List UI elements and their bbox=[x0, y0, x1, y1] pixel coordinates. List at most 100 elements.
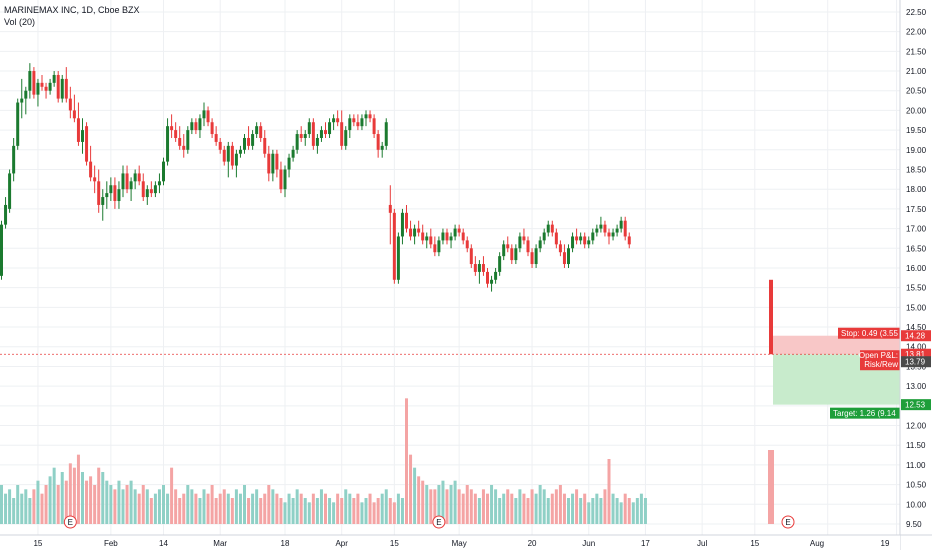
time-axis-tick: 14 bbox=[159, 539, 168, 548]
volume-bar bbox=[643, 498, 647, 524]
volume-bar bbox=[125, 485, 129, 524]
volume-bar bbox=[259, 498, 263, 524]
candle-body bbox=[12, 145, 16, 174]
stop-label: Stop: 0.49 (3.55 bbox=[841, 329, 898, 338]
candle-body bbox=[283, 169, 287, 190]
volume-bar bbox=[263, 493, 267, 524]
volume-bar bbox=[24, 489, 28, 524]
volume-bar bbox=[32, 489, 36, 524]
volume-bar bbox=[409, 454, 413, 524]
volume-bar bbox=[461, 493, 465, 524]
volume-bar bbox=[768, 450, 774, 524]
candle-body bbox=[230, 145, 234, 166]
candle-body bbox=[603, 224, 607, 233]
volume-bar bbox=[36, 480, 40, 524]
candle-body bbox=[615, 228, 619, 233]
volume-bar bbox=[328, 498, 332, 524]
candle-body bbox=[595, 228, 599, 233]
candle-body bbox=[433, 244, 437, 253]
candle-body bbox=[117, 189, 121, 202]
candle-body bbox=[413, 228, 417, 237]
candle-body bbox=[356, 122, 360, 127]
earnings-marker[interactable] bbox=[432, 515, 446, 529]
volume-bar bbox=[182, 493, 186, 524]
candle-body bbox=[263, 137, 267, 154]
volume-bar bbox=[344, 489, 348, 524]
time-axis-tick: 15 bbox=[33, 539, 42, 548]
candle-body bbox=[56, 74, 60, 99]
candle-body bbox=[498, 256, 502, 272]
volume-bar bbox=[554, 489, 558, 524]
volume-bar bbox=[429, 489, 433, 524]
price-axis[interactable] bbox=[900, 0, 932, 550]
volume-bar bbox=[603, 489, 607, 524]
volume-bar bbox=[639, 493, 643, 524]
volume-bar bbox=[368, 493, 372, 524]
candle-body bbox=[202, 110, 206, 119]
candle-body bbox=[8, 173, 12, 209]
time-axis-tick: 15 bbox=[750, 539, 759, 548]
volume-bar bbox=[202, 489, 206, 524]
candle-body bbox=[518, 236, 522, 249]
earnings-marker[interactable] bbox=[781, 515, 795, 529]
candle-body bbox=[554, 232, 558, 245]
candle-body bbox=[465, 240, 469, 249]
volume-bar bbox=[332, 502, 336, 524]
candle-body bbox=[429, 236, 433, 245]
volume-bar bbox=[28, 498, 32, 524]
volume-bar bbox=[315, 498, 319, 524]
volume-bar bbox=[149, 498, 153, 524]
open-pnl-label: Open P&L: bbox=[859, 351, 898, 360]
volume-bar bbox=[226, 493, 230, 524]
volume-bar bbox=[352, 498, 356, 524]
volume-indicator-label[interactable]: Vol (20) bbox=[4, 17, 36, 27]
volume-bar bbox=[607, 459, 611, 524]
volume-bar bbox=[230, 498, 234, 524]
candle-body bbox=[60, 78, 64, 99]
candle-body bbox=[380, 145, 384, 150]
candle-body bbox=[271, 153, 275, 174]
time-axis[interactable] bbox=[0, 535, 900, 550]
price-axis-tick: 22.50 bbox=[906, 8, 927, 17]
candle-body bbox=[311, 122, 315, 146]
candle-body bbox=[68, 98, 72, 111]
time-axis-tick: 20 bbox=[528, 539, 537, 548]
candle-body bbox=[210, 122, 214, 135]
volume-bar bbox=[579, 498, 583, 524]
candle-body bbox=[81, 130, 84, 142]
candle-body bbox=[44, 86, 48, 91]
volume-bar bbox=[433, 489, 437, 524]
candle-body bbox=[477, 264, 481, 272]
candle-body bbox=[575, 236, 579, 241]
earnings-marker[interactable] bbox=[63, 515, 77, 529]
candle-body bbox=[28, 71, 32, 91]
symbol-title[interactable]: MARINEMAX INC, 1D, Cboe BZX bbox=[4, 5, 140, 15]
volume-bar bbox=[153, 493, 157, 524]
entry-price-tag-box bbox=[901, 356, 931, 368]
volume-bar bbox=[380, 493, 384, 524]
candle-body bbox=[267, 153, 271, 174]
candle-body bbox=[510, 248, 514, 261]
volume-bar bbox=[562, 493, 566, 524]
volume-bar bbox=[522, 493, 526, 524]
candle-body bbox=[299, 134, 303, 138]
candle-body bbox=[194, 122, 198, 131]
volume-bar bbox=[4, 493, 8, 524]
candle-body bbox=[40, 82, 44, 87]
volume-bar bbox=[72, 467, 76, 524]
volume-bar bbox=[283, 502, 287, 524]
candle-body bbox=[599, 224, 603, 229]
candle-body bbox=[141, 181, 145, 198]
volume-bar bbox=[595, 493, 599, 524]
stop-loss-zone[interactable] bbox=[773, 335, 900, 355]
candle-body bbox=[364, 114, 368, 119]
candle-body bbox=[206, 110, 210, 123]
volume-bar bbox=[234, 489, 238, 524]
volume-bar bbox=[52, 467, 56, 524]
candle-body bbox=[295, 134, 299, 150]
price-axis-tick: 14.00 bbox=[906, 343, 927, 352]
time-axis-tick: Jun bbox=[582, 539, 595, 548]
candle-body bbox=[129, 181, 133, 190]
